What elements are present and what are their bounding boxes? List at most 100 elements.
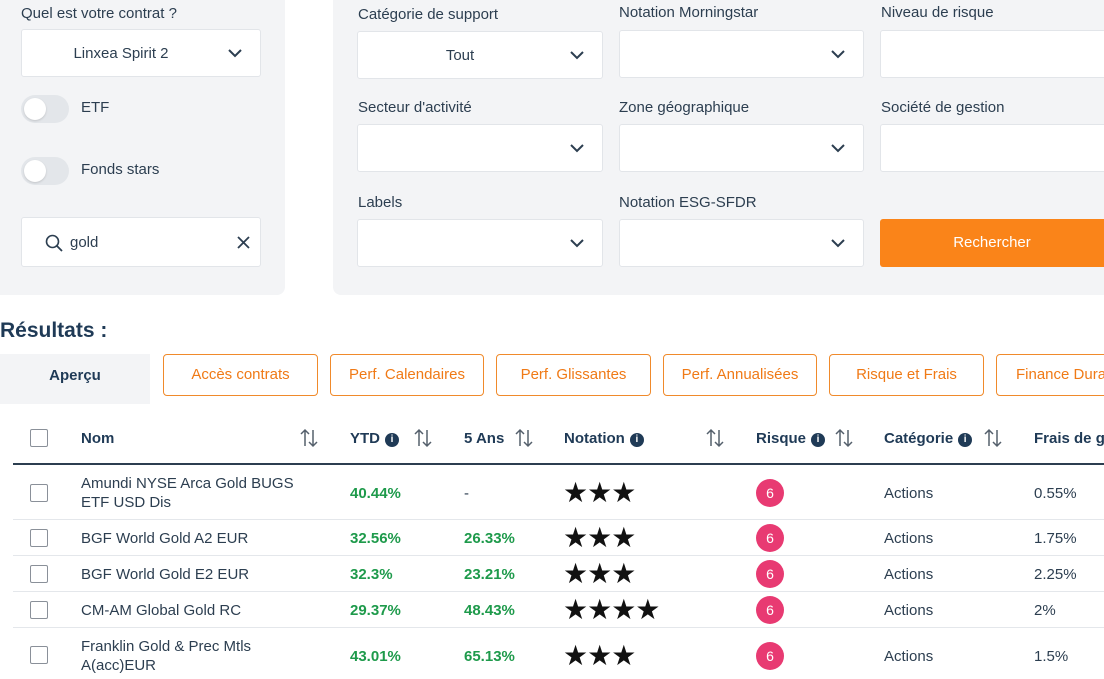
toggle-knob [24,160,46,182]
secteur-label: Secteur d'activité [358,99,472,116]
tab-perf-glissantes[interactable]: Perf. Glissantes [496,354,651,396]
search-button[interactable]: Rechercher [880,219,1104,267]
fees-value: 0.55% [1034,485,1077,502]
zone-select[interactable] [619,124,864,172]
row-divider [13,627,1104,628]
risk-badge: 6 [756,479,784,507]
category-value: Actions [884,648,934,665]
col-nom[interactable]: Nom [81,430,114,447]
ytd-value: 43.01% [350,648,401,665]
risk-badge: 6 [756,560,784,588]
fund-name[interactable]: BGF World Gold A2 EUR [81,530,249,547]
fund-name[interactable]: Amundi NYSE Arca Gold BUGS [81,475,294,492]
tab-finance-durable[interactable]: Finance Dura [996,354,1104,396]
category-value: Actions [884,602,934,619]
info-icon[interactable]: i [385,433,399,447]
table-header-divider [13,463,1104,465]
sort-icon[interactable] [835,428,853,448]
morningstar-label: Notation Morningstar [619,4,759,21]
societe-value [881,125,1079,173]
fund-name[interactable]: Franklin Gold & Prec Mtls [81,638,252,655]
fund-name[interactable]: BGF World Gold E2 EUR [81,566,250,583]
secteur-select[interactable] [357,124,603,172]
row-checkbox[interactable] [30,529,48,547]
col-notation-label: Notation [564,430,625,447]
contract-select[interactable]: Linxea Spirit 2 [21,29,261,77]
societe-select[interactable] [880,124,1104,172]
fees-value: 2% [1034,602,1056,619]
fonds-stars-toggle-label: Fonds stars [81,161,160,178]
five-year-value: 23.21% [464,566,515,583]
chevron-down-icon [831,239,845,248]
five-year-value: 48.43% [464,602,515,619]
esg-value [620,220,823,268]
morningstar-select[interactable] [619,30,864,78]
risque-label: Niveau de risque [881,4,994,21]
sort-icon[interactable] [706,428,724,448]
col-5ans[interactable]: 5 Ans [464,430,504,447]
col-risque[interactable]: Risque i [756,430,826,447]
morningstar-stars: ★★★★ [563,594,660,625]
col-frais[interactable]: Frais de ge [1034,430,1104,447]
tab-perf-annualisees[interactable]: Perf. Annualisées [663,354,817,396]
chevron-down-icon [228,49,242,58]
tab-acces-contrats[interactable]: Accès contrats [163,354,318,396]
chevron-down-icon [570,144,584,153]
select-all-checkbox[interactable] [30,429,48,447]
row-divider [13,519,1104,520]
contract-value: Linxea Spirit 2 [73,45,169,62]
col-risque-label: Risque [756,430,807,447]
five-year-value: 26.33% [464,530,515,547]
ytd-value: 32.3% [350,566,393,583]
fund-name-line2[interactable]: A(acc)EUR [81,657,157,674]
ytd-value: 40.44% [350,485,401,502]
row-checkbox[interactable] [30,484,48,502]
labels-select[interactable] [357,219,603,267]
labels-value [358,220,562,268]
col-5ans-label: 5 Ans [464,430,505,447]
etf-toggle[interactable] [21,95,69,123]
tab-apercu[interactable]: Aperçu [0,354,150,404]
col-categorie-label: Catégorie [884,430,954,447]
sort-icon[interactable] [515,428,533,448]
categorie-label: Catégorie de support [358,6,499,23]
sort-icon[interactable] [300,428,318,448]
sort-icon[interactable] [414,428,432,448]
fees-value: 1.75% [1034,530,1077,547]
risque-select[interactable] [880,30,1104,78]
chevron-down-icon [570,51,584,60]
risk-badge: 6 [756,642,784,670]
info-icon[interactable]: i [958,433,973,447]
row-divider [13,591,1104,592]
etf-toggle-label: ETF [81,99,110,116]
search-field[interactable]: gold [21,217,261,267]
col-categorie[interactable]: Catégorie i [884,430,973,447]
fund-name[interactable]: CM-AM Global Gold RC [81,602,242,619]
ytd-value: 29.37% [350,602,401,619]
morningstar-stars: ★★★ [563,558,636,589]
col-ytd[interactable]: YTD i [350,430,399,447]
labels-label: Labels [358,194,403,211]
fund-name-line2[interactable]: ETF USD Dis [81,494,171,511]
close-icon[interactable] [237,236,250,249]
row-checkbox[interactable] [30,646,48,664]
tab-risque-frais[interactable]: Risque et Frais [829,354,984,396]
col-ytd-label: YTD [350,430,380,447]
col-notation[interactable]: Notation i [564,430,644,447]
row-checkbox[interactable] [30,565,48,583]
esg-select[interactable] [619,219,864,267]
fonds-stars-toggle[interactable] [21,157,69,185]
esg-label: Notation ESG-SFDR [619,194,757,211]
tab-perf-calendaires[interactable]: Perf. Calendaires [330,354,484,396]
category-value: Actions [884,530,934,547]
row-checkbox[interactable] [30,601,48,619]
info-icon[interactable]: i [629,433,644,447]
search-input[interactable]: gold [70,234,99,251]
fees-value: 1.5% [1034,648,1069,665]
row-divider [13,555,1104,556]
secteur-value [358,125,562,173]
morningstar-stars: ★★★ [563,522,636,553]
categorie-select[interactable]: Tout [357,31,603,79]
info-icon[interactable]: i [811,433,826,447]
sort-icon[interactable] [984,428,1002,448]
